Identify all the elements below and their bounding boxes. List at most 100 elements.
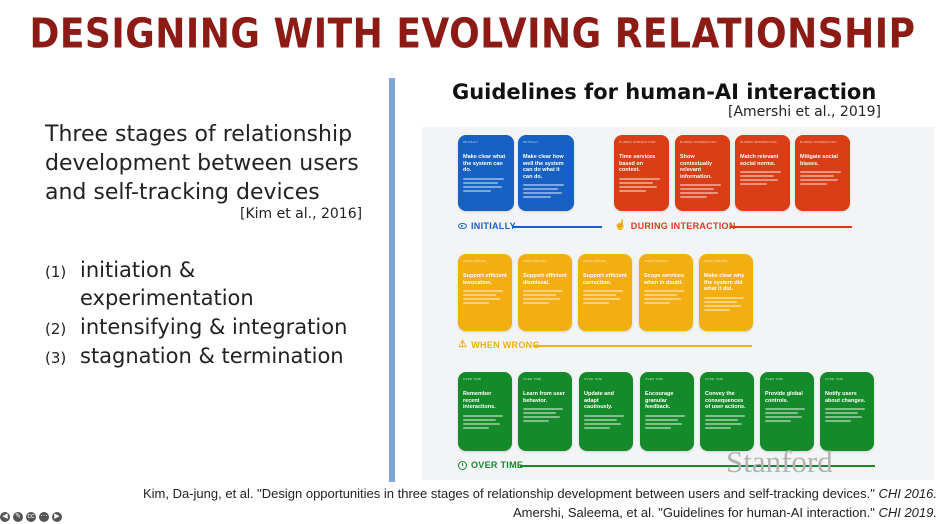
guideline-heading: Show contextually relevant information. <box>680 154 713 180</box>
guideline-card: When wrong Make clear why the system did … <box>699 254 753 331</box>
guideline-category: When wrong <box>583 259 607 263</box>
stage-number: (2) <box>45 320 67 338</box>
reference-line: Amershi, Saleema, et al. "Guidelines for… <box>143 503 937 522</box>
stage-text: stagnation & termination <box>80 344 344 368</box>
section-label-text: OVER TIME <box>471 460 524 470</box>
hand-icon: ☝ <box>614 220 627 231</box>
guideline-category: When wrong <box>463 259 487 263</box>
guideline-body <box>680 184 725 198</box>
guideline-card: When wrong Support efficient dismissal. <box>518 254 572 331</box>
section-rule <box>520 465 875 467</box>
guideline-card: Initially Make clear how well the system … <box>518 135 574 211</box>
player-controls: ◀ ✎ cc ⋯ ▶ <box>0 512 62 522</box>
guideline-heading: Support efficient invocation. <box>463 273 507 286</box>
guideline-category: When wrong <box>523 259 547 263</box>
guideline-heading: Notify users about changes. <box>825 391 866 404</box>
reference-venue: CHI 2016. <box>878 486 937 501</box>
section-label-text: INITIALLY <box>471 221 516 231</box>
guideline-body <box>825 408 869 422</box>
guideline-card: When wrong Scope services when in doubt. <box>639 254 693 331</box>
guideline-card: During interaction Time services based on… <box>614 135 669 211</box>
guideline-heading: Time services based on context. <box>619 154 656 173</box>
captions-icon[interactable]: cc <box>26 512 36 522</box>
guideline-heading: Convey the consequences of user actions. <box>705 391 746 410</box>
guideline-category: During interaction <box>680 140 717 144</box>
guideline-body <box>584 414 628 429</box>
intro-block: Three stages of relationship development… <box>45 120 365 207</box>
references: Kim, Da-jung, et al. "Design opportuniti… <box>143 484 937 522</box>
guideline-heading: Make clear how well the system can do wh… <box>523 154 564 180</box>
figure-title: Guidelines for human-AI interaction <box>452 80 877 104</box>
guideline-category: Over time <box>523 377 542 381</box>
guideline-card: Over time Learn from user behavior. <box>518 372 572 451</box>
guideline-body <box>523 290 567 304</box>
guideline-heading: Make clear what the system can do. <box>463 154 506 173</box>
reference-line: Kim, Da-jung, et al. "Design opportuniti… <box>143 484 937 503</box>
stage-number: (3) <box>45 349 67 367</box>
vertical-divider <box>389 78 395 482</box>
guideline-category: Over time <box>765 377 784 381</box>
reference-venue: CHI 2019. <box>878 505 937 520</box>
guideline-body <box>583 290 627 304</box>
guideline-body <box>644 290 688 304</box>
stage-item: (3) stagnation & termination <box>45 342 375 370</box>
prev-icon[interactable]: ◀ <box>0 512 10 522</box>
guideline-body <box>705 414 749 429</box>
kim-citation: [Kim et al., 2016] <box>240 206 363 222</box>
section-label-text: DURING INTERACTION <box>630 221 736 231</box>
section-over-time: OVER TIME <box>458 460 523 470</box>
guideline-heading: Support efficient dismissal. <box>523 273 567 286</box>
guideline-body <box>645 414 689 429</box>
guideline-card: During interaction Match relevant social … <box>735 135 790 211</box>
guideline-body <box>740 171 785 185</box>
guideline-body <box>463 414 507 429</box>
guideline-category: When wrong <box>704 259 728 263</box>
guideline-card: Over time Convey the consequences of user… <box>700 372 754 451</box>
guideline-card: When wrong Support efficient invocation. <box>458 254 512 331</box>
guideline-card: Over time Encourage granular feedback. <box>640 372 694 451</box>
clock-icon <box>458 460 467 470</box>
stage-item: (1) initiation & experimentation <box>45 256 375 312</box>
stage-number: (1) <box>45 263 67 281</box>
section-label-text: WHEN WRONG <box>471 340 540 350</box>
eye-icon <box>458 223 467 229</box>
guideline-heading: Match relevant social norms. <box>740 154 779 167</box>
section-during-interaction: ☝ DURING INTERACTION <box>614 220 736 232</box>
pen-icon[interactable]: ✎ <box>13 512 23 522</box>
guideline-card: During interaction Mitigate social biases… <box>795 135 850 211</box>
guideline-body <box>619 177 664 192</box>
guideline-body <box>463 290 507 304</box>
reference-text: Kim, Da-jung, et al. "Design opportuniti… <box>142 486 879 501</box>
guideline-body <box>704 296 748 311</box>
guideline-category: Over time <box>463 377 482 381</box>
guidelines-figure: INITIALLY ☝ DURING INTERACTION ⚠ WHEN WR… <box>422 127 934 480</box>
guideline-card: When wrong Support efficient correction. <box>578 254 632 331</box>
stage-item: (2) intensifying & integration <box>45 313 375 341</box>
guideline-category: Initially <box>523 140 539 144</box>
guideline-heading: Remember recent interactions. <box>463 391 496 410</box>
guideline-category: During interaction <box>619 140 656 144</box>
guideline-card: Over time Update and adapt cautiously. <box>579 372 633 451</box>
section-rule <box>534 345 752 347</box>
guideline-category: When wrong <box>644 259 668 263</box>
guideline-heading: Mitigate social biases. <box>800 154 838 167</box>
guideline-card: Over time Provide global controls. <box>760 372 814 451</box>
slide-title: DESIGNING WITH EVOLVING RELATIONSHIP <box>29 10 916 59</box>
stage-text: intensifying & integration <box>80 315 348 339</box>
more-icon[interactable]: ⋯ <box>39 512 49 522</box>
warning-icon: ⚠ <box>458 339 468 350</box>
section-when-wrong: ⚠ WHEN WRONG <box>458 339 540 351</box>
next-icon[interactable]: ▶ <box>52 512 62 522</box>
guideline-body <box>765 408 809 422</box>
guideline-heading: Encourage granular feedback. <box>645 391 674 410</box>
stanford-watermark: Stanford <box>726 444 833 479</box>
guideline-category: Over time <box>584 377 603 381</box>
guideline-card: Over time Notify users about changes. <box>820 372 874 451</box>
guideline-heading: Learn from user behavior. <box>523 391 565 404</box>
guideline-card: Initially Make clear what the system can … <box>458 135 514 211</box>
guideline-card: During interaction Show contextually rele… <box>675 135 730 211</box>
reference-text: Amershi, Saleema, et al. "Guidelines for… <box>512 505 879 520</box>
guideline-body <box>800 171 845 185</box>
guideline-card: Over time Remember recent interactions. <box>458 372 512 451</box>
